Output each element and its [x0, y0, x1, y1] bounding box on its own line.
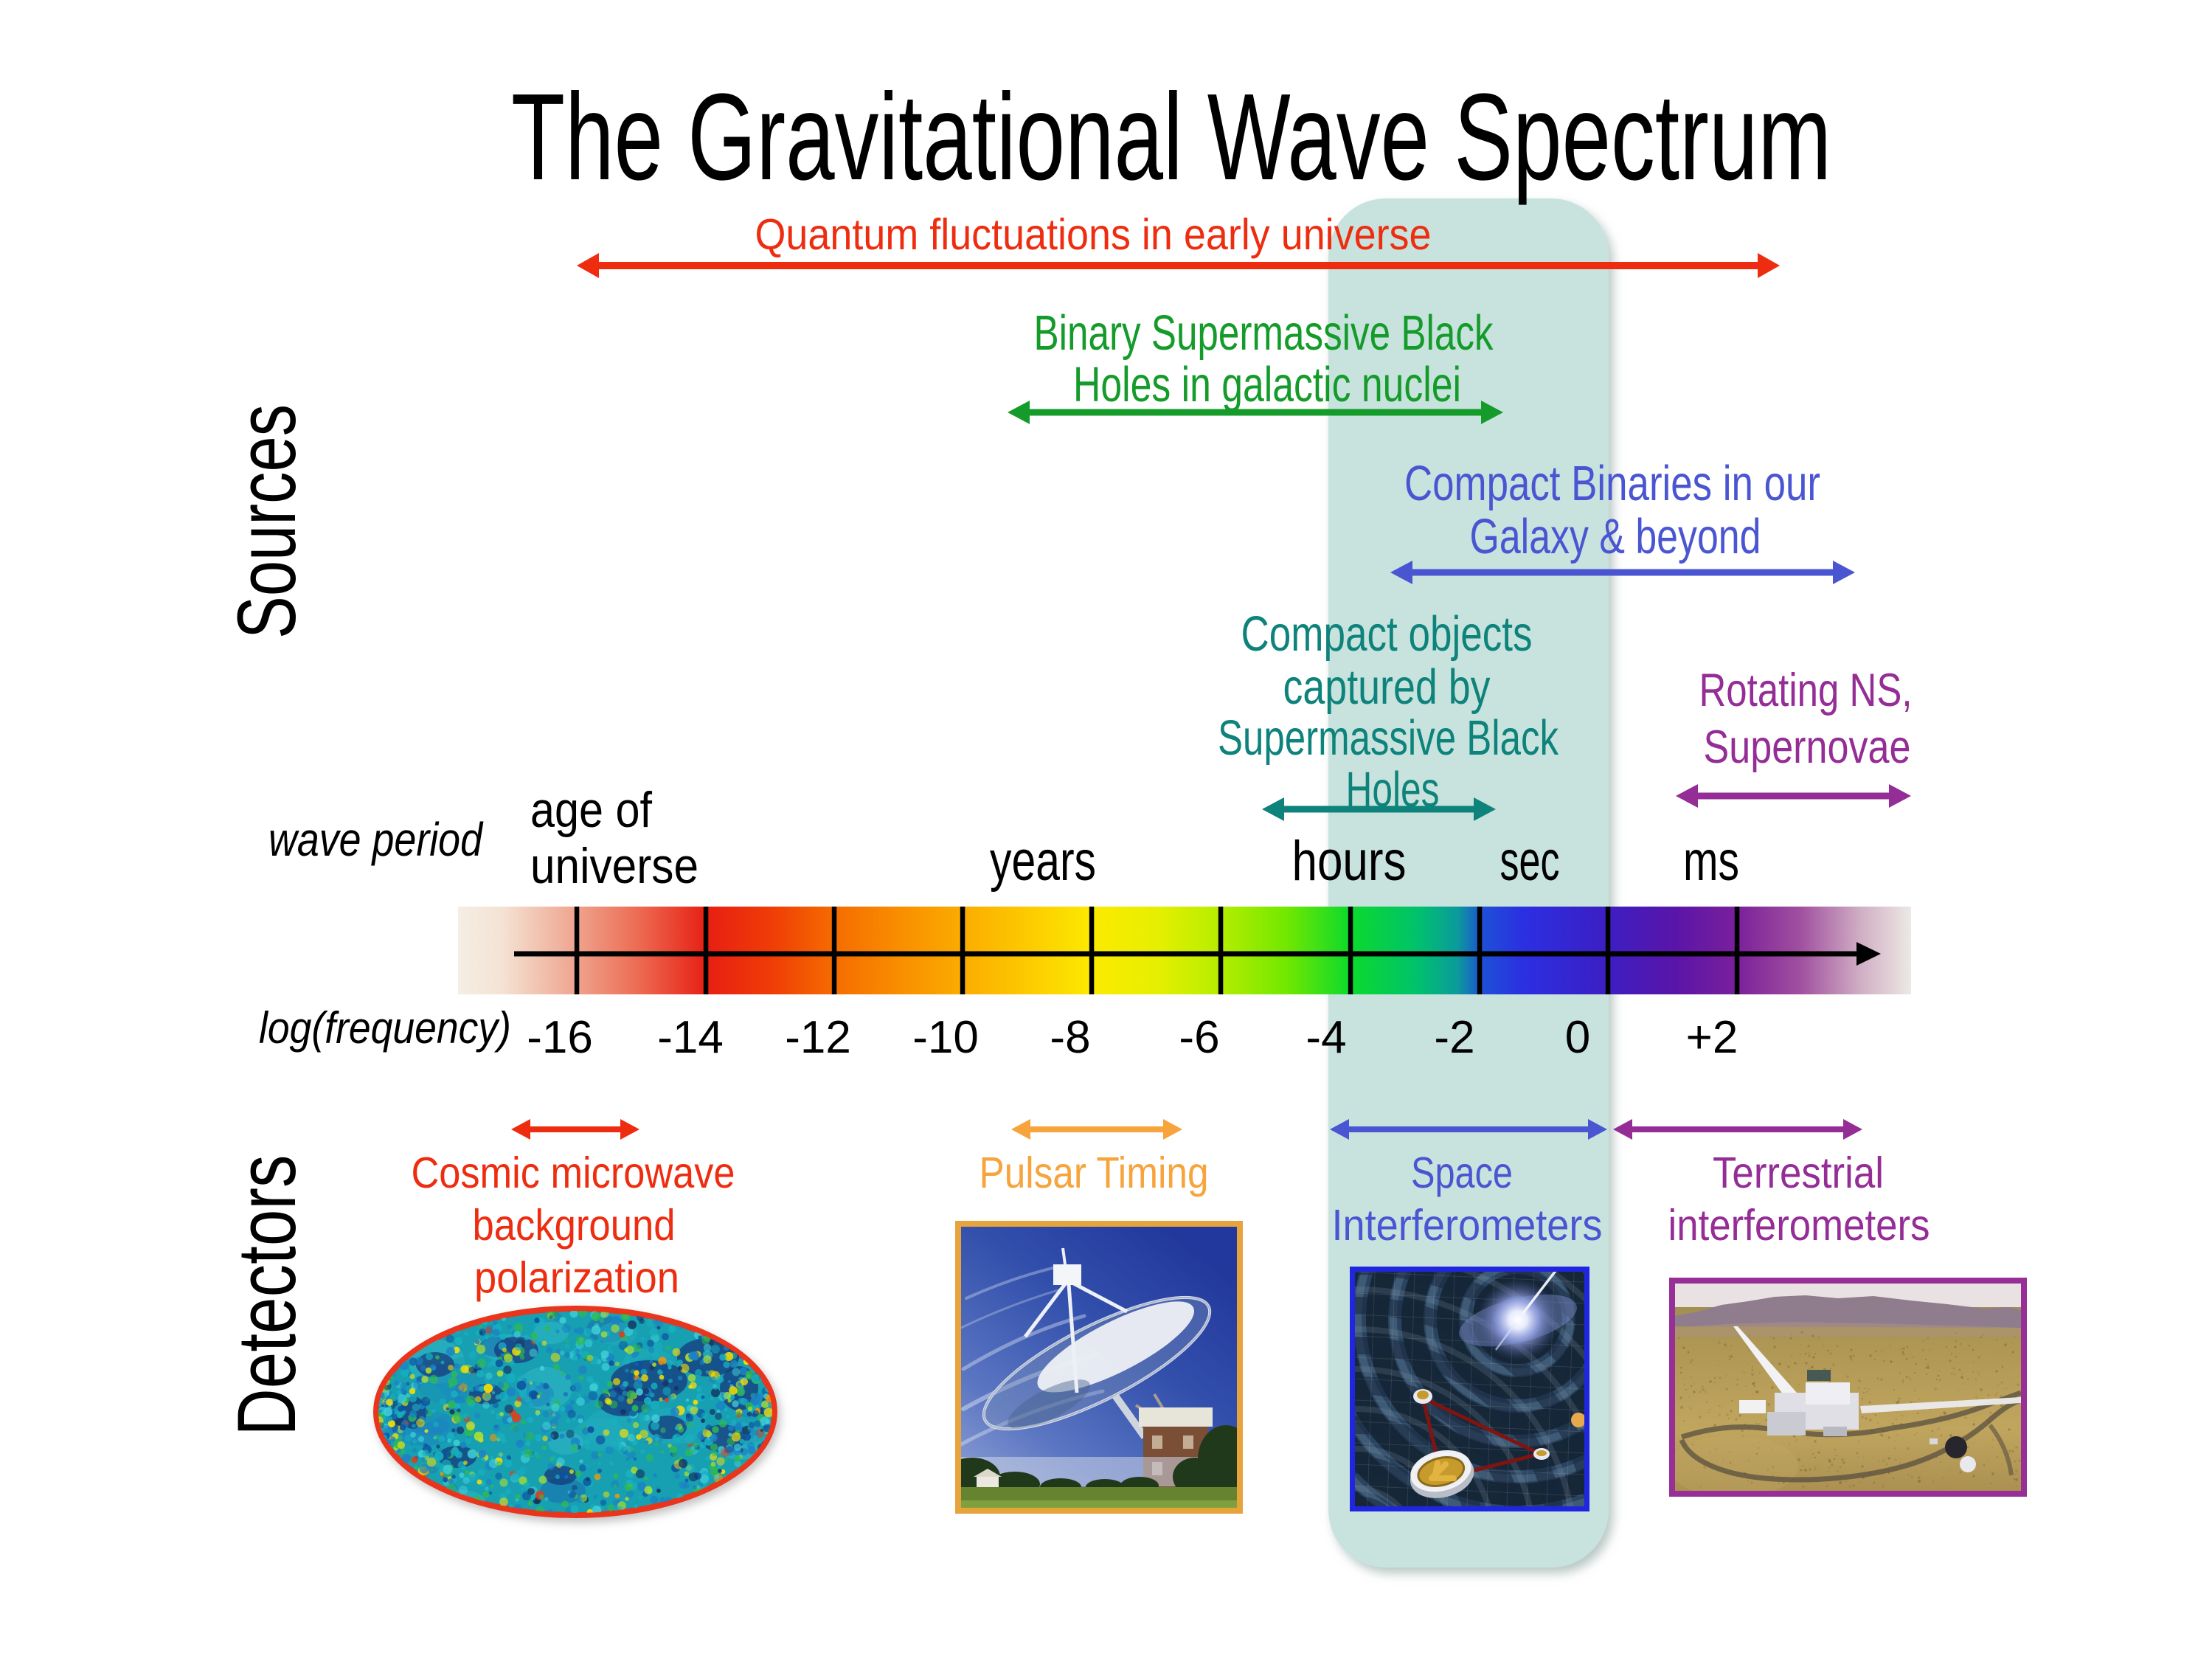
svg-text:0: 0 — [1565, 1012, 1590, 1063]
svg-text:sec: sec — [1500, 830, 1560, 893]
svg-text:Supermassive Black: Supermassive Black — [1218, 710, 1559, 766]
svg-text:-10: -10 — [912, 1012, 979, 1063]
svg-text:-12: -12 — [785, 1012, 851, 1063]
svg-text:hours: hours — [1292, 830, 1407, 893]
svg-text:-16: -16 — [527, 1012, 593, 1063]
svg-text:Space: Space — [1411, 1149, 1513, 1197]
svg-text:-8: -8 — [1050, 1012, 1090, 1063]
svg-text:log(frequency): log(frequency) — [259, 1003, 511, 1053]
svg-text:Rotating NS,: Rotating NS, — [1699, 665, 1913, 716]
svg-text:years: years — [990, 830, 1096, 893]
svg-text:interferometers: interferometers — [1668, 1201, 1930, 1250]
svg-text:Supernovae: Supernovae — [1704, 721, 1911, 773]
svg-text:wave period: wave period — [268, 813, 484, 866]
svg-text:Binary Supermassive Black: Binary Supermassive Black — [1034, 305, 1494, 361]
svg-text:Compact objects: Compact objects — [1241, 606, 1533, 662]
svg-text:-4: -4 — [1306, 1012, 1346, 1063]
svg-text:captured by: captured by — [1283, 659, 1491, 715]
svg-text:Terrestrial: Terrestrial — [1713, 1149, 1884, 1197]
svg-text:ms: ms — [1683, 830, 1739, 893]
svg-text:-6: -6 — [1179, 1012, 1219, 1063]
svg-text:Quantum fluctuations in early: Quantum fluctuations in early universe — [755, 210, 1432, 259]
svg-text:The Gravitational Wave Spectru: The Gravitational Wave Spectrum — [511, 69, 1831, 206]
svg-text:Sources: Sources — [221, 404, 313, 639]
svg-text:Compact Binaries in our: Compact Binaries in our — [1404, 456, 1820, 511]
svg-text:Galaxy & beyond: Galaxy & beyond — [1470, 509, 1761, 564]
svg-text:Cosmic microwave: Cosmic microwave — [412, 1149, 735, 1197]
svg-text:Detectors: Detectors — [221, 1155, 313, 1436]
svg-text:background: background — [473, 1201, 676, 1250]
svg-text:+2: +2 — [1686, 1012, 1738, 1063]
svg-text:-14: -14 — [657, 1012, 724, 1063]
svg-text:age of: age of — [530, 782, 652, 838]
svg-text:-2: -2 — [1434, 1012, 1474, 1063]
svg-text:Interferometers: Interferometers — [1332, 1201, 1603, 1250]
svg-text:Holes in galactic nuclei: Holes in galactic nuclei — [1073, 357, 1461, 412]
svg-text:Pulsar Timing: Pulsar Timing — [980, 1149, 1209, 1197]
svg-text:polarization: polarization — [474, 1253, 679, 1302]
svg-text:universe: universe — [530, 838, 698, 894]
